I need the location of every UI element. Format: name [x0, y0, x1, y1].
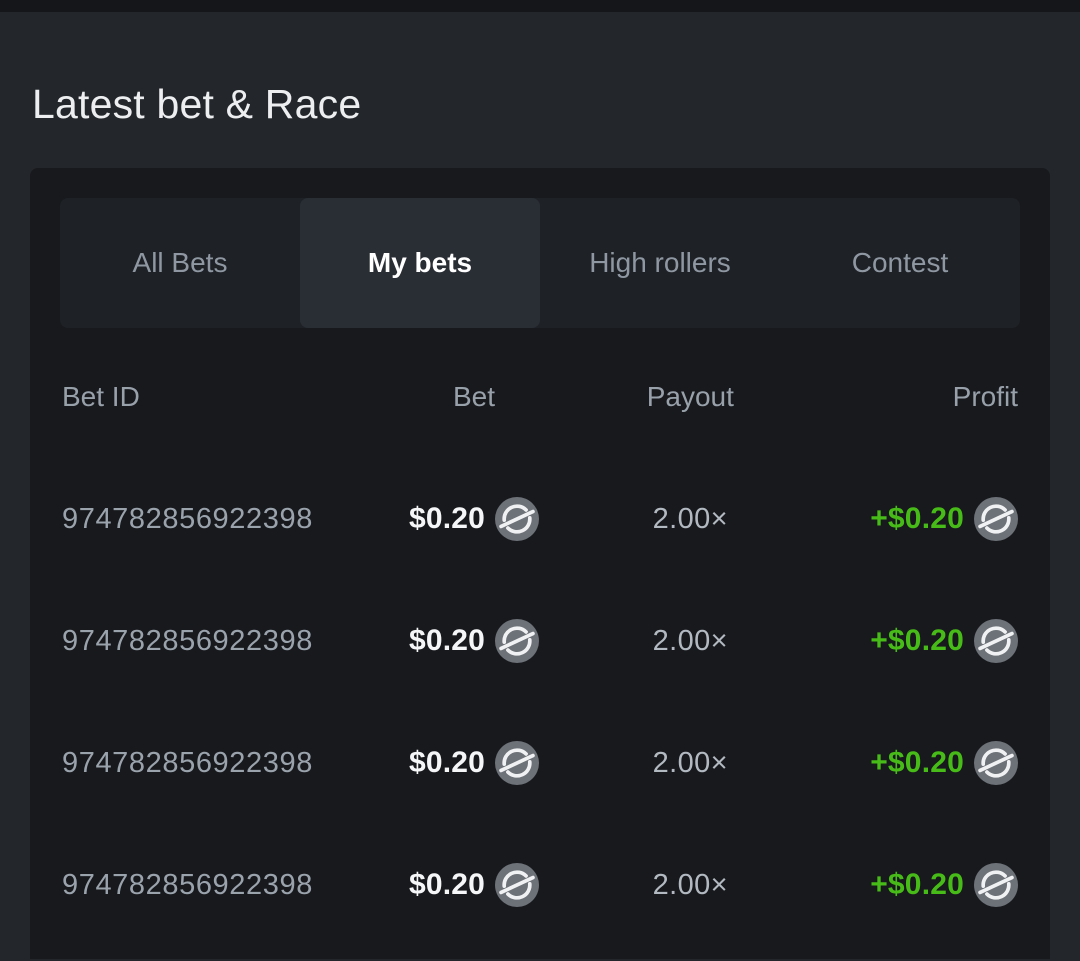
profit-amount: +$0.20: [870, 502, 964, 535]
column-header-bet-id: Bet ID: [62, 381, 140, 412]
stellar-coin-icon: [974, 497, 1018, 541]
profit-cell: +$0.20: [870, 619, 1018, 663]
payout-cell: 2.00×: [652, 868, 728, 901]
page-title: Latest bet & Race: [32, 81, 362, 127]
profit-amount: +$0.20: [870, 746, 964, 779]
bet-id-cell: 974782856922398: [62, 624, 313, 657]
stellar-coin-icon: [495, 741, 539, 785]
profit-amount: +$0.20: [870, 624, 964, 657]
payout-cell: 2.00×: [652, 746, 728, 779]
table-row[interactable]: 974782856922398 $0.20 2.00× +$0.20: [30, 824, 1050, 946]
tab-my-bets[interactable]: My bets: [300, 198, 540, 328]
window-top-strip: [0, 0, 1080, 12]
bets-table: Bet ID Bet Payout Profit 974782856922398…: [30, 336, 1050, 946]
stellar-coin-icon: [974, 741, 1018, 785]
bet-id-cell: 974782856922398: [62, 868, 313, 901]
bet-amount-cell: $0.20: [409, 741, 539, 785]
bet-amount: $0.20: [408, 624, 486, 657]
bet-amount-cell: $0.20: [409, 497, 539, 541]
stellar-coin-icon: [495, 497, 539, 541]
stellar-coin-icon: [495, 619, 539, 663]
bet-amount: $0.20: [408, 502, 486, 535]
table-row[interactable]: 974782856922398 $0.20 2.00× +$0.20: [30, 458, 1050, 580]
column-header-bet: Bet: [453, 381, 496, 412]
profit-cell: +$0.20: [870, 741, 1018, 785]
tab-all-bets[interactable]: All Bets: [60, 198, 300, 328]
table-row[interactable]: 974782856922398 $0.20 2.00× +$0.20: [30, 702, 1050, 824]
tab-contest[interactable]: Contest: [780, 198, 1020, 328]
payout-cell: 2.00×: [652, 502, 728, 535]
table-row[interactable]: 974782856922398 $0.20 2.00× +$0.20: [30, 580, 1050, 702]
bet-amount: $0.20: [408, 746, 486, 779]
stellar-coin-icon: [974, 619, 1018, 663]
profit-cell: +$0.20: [870, 497, 1018, 541]
column-header-profit: Profit: [952, 381, 1018, 412]
table-header-row: Bet ID Bet Payout Profit: [30, 336, 1050, 458]
bet-amount: $0.20: [408, 868, 486, 901]
bets-tabbar: All Bets My bets High rollers Contest: [60, 198, 1020, 328]
column-header-payout: Payout: [646, 381, 734, 412]
payout-cell: 2.00×: [652, 624, 728, 657]
latest-bets-panel: All Bets My bets High rollers Contest Be…: [30, 168, 1050, 959]
profit-cell: +$0.20: [870, 863, 1018, 907]
bet-id-cell: 974782856922398: [62, 502, 313, 535]
bet-id-cell: 974782856922398: [62, 746, 313, 779]
tab-high-rollers[interactable]: High rollers: [540, 198, 780, 328]
profit-amount: +$0.20: [870, 868, 964, 901]
page: Latest bet & Race All Bets My bets High …: [0, 78, 1080, 959]
bet-amount-cell: $0.20: [409, 619, 539, 663]
bet-amount-cell: $0.20: [409, 863, 539, 907]
stellar-coin-icon: [495, 863, 539, 907]
stellar-coin-icon: [974, 863, 1018, 907]
